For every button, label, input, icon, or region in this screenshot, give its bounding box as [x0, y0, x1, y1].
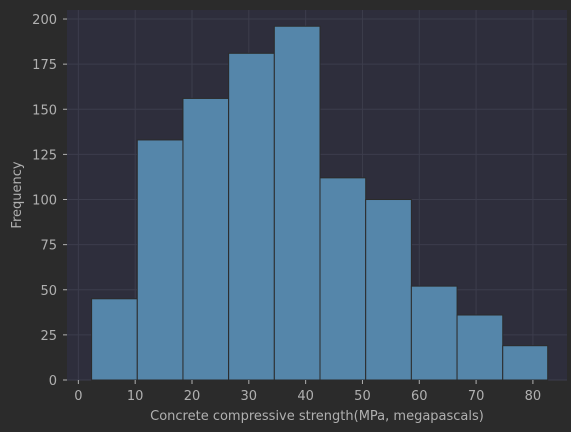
x-tick-label: 70 [468, 389, 485, 404]
y-tick-label: 0 [49, 374, 57, 389]
y-tick-label: 125 [32, 148, 57, 163]
x-tick-label: 60 [411, 389, 428, 404]
histogram-bar [182, 97, 230, 381]
y-tick-label: 150 [32, 103, 57, 118]
histogram-bar [228, 52, 275, 381]
x-tick-label: 20 [184, 389, 201, 404]
y-tick-label: 100 [32, 194, 57, 209]
x-axis-title: Concrete compressive strength(MPa, megap… [150, 409, 484, 424]
histogram-bar [502, 345, 549, 381]
x-tick-label: 50 [354, 389, 371, 404]
x-tick-label: 30 [241, 389, 258, 404]
histogram-bar [273, 25, 321, 381]
x-tick-label: 40 [297, 389, 314, 404]
y-tick-label: 175 [32, 58, 57, 73]
x-tick-label: 0 [74, 389, 82, 404]
y-axis-ticks: 0 25 50 75 100 125 150 175 200 [32, 13, 67, 389]
y-tick-label: 25 [40, 329, 57, 344]
bars [91, 25, 549, 381]
histogram-bar [136, 139, 184, 381]
histogram-bar [319, 177, 367, 381]
y-tick-label: 200 [32, 13, 57, 28]
x-tick-label: 80 [525, 389, 542, 404]
histogram-bar [91, 298, 138, 381]
histogram-bar [410, 285, 458, 381]
y-tick-label: 50 [40, 284, 57, 299]
x-tick-label: 10 [127, 389, 144, 404]
y-axis-title: Frequency [10, 161, 25, 228]
histogram-bar [456, 314, 504, 381]
histogram-bar [365, 199, 412, 381]
x-axis-ticks: 0 10 20 30 40 50 60 70 80 [74, 380, 541, 404]
y-tick-label: 75 [40, 239, 57, 254]
